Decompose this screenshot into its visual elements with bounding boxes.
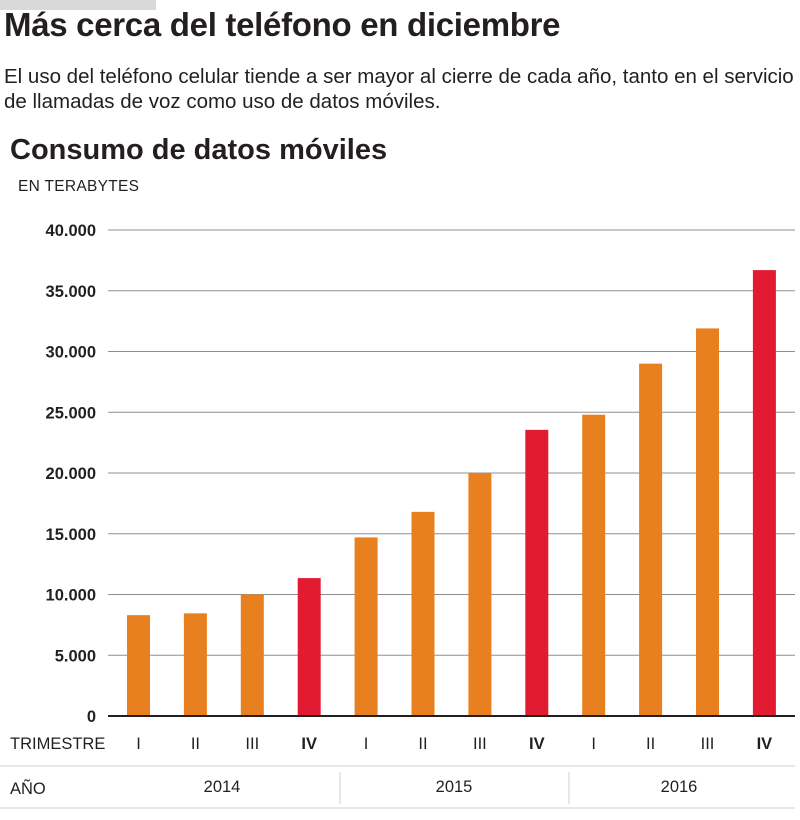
- bar: [468, 473, 492, 716]
- quarter-row-label: TRIMESTRE: [10, 735, 105, 753]
- bar: [639, 363, 663, 716]
- y-tick-label: 20.000: [46, 465, 96, 483]
- y-tick-label: 15.000: [46, 526, 96, 544]
- x-tick-label-quarter: IV: [529, 735, 545, 753]
- y-tick-label: 40.000: [46, 222, 96, 240]
- x-group-label-year: 2014: [204, 778, 241, 796]
- bar-q4-highlight: [297, 578, 321, 716]
- y-axis-unit-label: EN TERABYTES: [18, 178, 140, 195]
- x-group-label-year: 2016: [661, 778, 698, 796]
- x-tick-label-quarter: II: [191, 735, 200, 753]
- bar: [696, 328, 719, 716]
- x-tick-label-quarter: I: [136, 735, 141, 753]
- x-group-label-year: 2015: [436, 778, 473, 796]
- bar: [411, 511, 435, 716]
- bar: [183, 613, 207, 716]
- chart-title: Consumo de datos móviles: [10, 134, 388, 166]
- x-tick-label-quarter: II: [646, 735, 655, 753]
- bar: [127, 615, 150, 716]
- x-tick-label-quarter: IV: [757, 735, 773, 753]
- x-tick-label-quarter: III: [473, 735, 487, 753]
- x-tick-label-quarter: I: [591, 735, 596, 753]
- page-headline: Más cerca del teléfono en diciembre: [4, 6, 561, 43]
- x-tick-label-quarter: III: [245, 735, 259, 753]
- y-tick-label: 30.000: [46, 344, 96, 362]
- y-tick-label: 25.000: [46, 404, 96, 422]
- y-tick-label: 10.000: [46, 587, 96, 605]
- x-tick-label-quarter: I: [364, 735, 369, 753]
- bar-q4-highlight: [752, 270, 776, 716]
- x-tick-label-quarter: II: [418, 735, 427, 753]
- bar: [354, 537, 378, 716]
- page-subtitle: El uso del teléfono celular tiende a ser…: [4, 65, 794, 113]
- y-tick-label: 5.000: [55, 647, 96, 665]
- x-tick-label-quarter: III: [701, 735, 715, 753]
- year-row-label: AÑO: [10, 778, 46, 798]
- y-tick-label: 35.000: [46, 283, 96, 301]
- x-tick-label-quarter: IV: [301, 735, 317, 753]
- bar: [240, 594, 264, 716]
- y-tick-label: 0: [87, 708, 96, 726]
- top-accent-rule: [0, 0, 156, 10]
- bar: [582, 414, 606, 716]
- bar-q4-highlight: [525, 429, 549, 716]
